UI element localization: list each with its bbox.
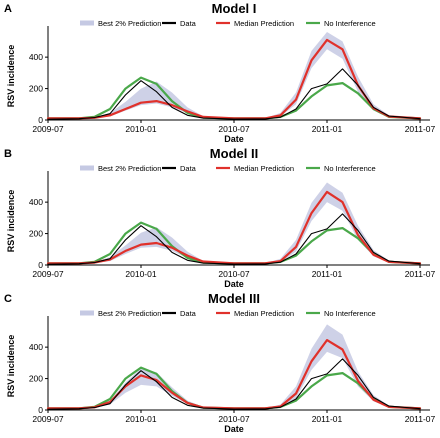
panel-a: A Model I Best 2% Prediction Data Median Pre…: [4, 1, 436, 144]
x-axis-title: Date: [224, 279, 244, 289]
series-median-prediction: [46, 339, 422, 410]
y-axis-title: RSV incidence: [6, 45, 16, 108]
band-best-2pct: [48, 324, 420, 409]
y-tick-label-2: 400: [29, 342, 43, 352]
y-tick-label-2: 400: [29, 197, 43, 207]
legend-label-0: Best 2% Prediction: [98, 309, 161, 318]
x-tick-label-2: 2010-07: [218, 414, 249, 424]
x-tick-label-2: 2010-07: [218, 124, 249, 134]
y-tick-label-0: 0: [38, 405, 43, 415]
panel-label: A: [4, 3, 12, 15]
y-tick-label-2: 400: [29, 52, 43, 62]
x-tick-label-1: 2010-01: [125, 414, 156, 424]
panel-b: B Model II Best 2% Prediction Data Median Pr…: [4, 146, 436, 289]
legend: Best 2% Prediction Data Median Prediction N…: [80, 164, 376, 173]
x-axis-title: Date: [224, 134, 244, 144]
x-tick-label-3: 2011-01: [312, 269, 343, 279]
panel-label: C: [4, 293, 12, 305]
y-tick-label-1: 200: [29, 229, 43, 239]
legend-label-2: Median Prediction: [234, 164, 294, 173]
legend: Best 2% Prediction Data Median Prediction N…: [80, 309, 376, 318]
x-tick-label-3: 2011-01: [312, 124, 343, 134]
panel-title: Model III: [208, 291, 260, 306]
series-data: [47, 213, 421, 265]
x-tick-label-0: 2009-07: [32, 269, 63, 279]
y-tick-label-0: 0: [38, 260, 43, 270]
x-tick-label-0: 2009-07: [32, 414, 63, 424]
y-tick-label-1: 200: [29, 84, 43, 94]
x-tick-label-4: 2011-07: [405, 124, 436, 134]
band-best-2pct: [48, 182, 420, 264]
legend-label-1: Data: [180, 19, 197, 28]
y-tick-label-0: 0: [38, 115, 43, 125]
legend-label-2: Median Prediction: [234, 19, 294, 28]
x-axis-title: Date: [224, 424, 244, 434]
x-tick-label-4: 2011-07: [405, 269, 436, 279]
legend: Best 2% Prediction Data Median Prediction N…: [80, 19, 376, 28]
panel-title: Model II: [210, 146, 258, 161]
legend-label-0: Best 2% Prediction: [98, 164, 161, 173]
legend-label-1: Data: [180, 309, 197, 318]
legend-label-0: Best 2% Prediction: [98, 19, 161, 28]
x-tick-label-0: 2009-07: [32, 124, 63, 134]
x-tick-label-4: 2011-07: [405, 414, 436, 424]
series-median-prediction: [46, 38, 422, 120]
panel-c: C Model III Best 2% Prediction Data Median P…: [4, 291, 436, 434]
y-axis-title: RSV incidence: [6, 335, 16, 398]
series-data: [47, 358, 421, 410]
series-data: [47, 68, 421, 120]
legend-label-1: Data: [180, 164, 197, 173]
panel-label: B: [4, 148, 12, 160]
band-best-2pct: [48, 32, 420, 119]
y-tick-label-1: 200: [29, 374, 43, 384]
legend-label-3: No Interference: [324, 309, 376, 318]
legend-label-2: Median Prediction: [234, 309, 294, 318]
panel-title: Model I: [212, 1, 257, 16]
legend-label-3: No Interference: [324, 19, 376, 28]
x-tick-label-3: 2011-01: [312, 414, 343, 424]
x-tick-label-1: 2010-01: [125, 269, 156, 279]
x-tick-label-2: 2010-07: [218, 269, 249, 279]
y-axis-title: RSV incidence: [6, 190, 16, 253]
series-median-prediction: [46, 190, 422, 265]
x-tick-label-1: 2010-01: [125, 124, 156, 134]
legend-label-3: No Interference: [324, 164, 376, 173]
